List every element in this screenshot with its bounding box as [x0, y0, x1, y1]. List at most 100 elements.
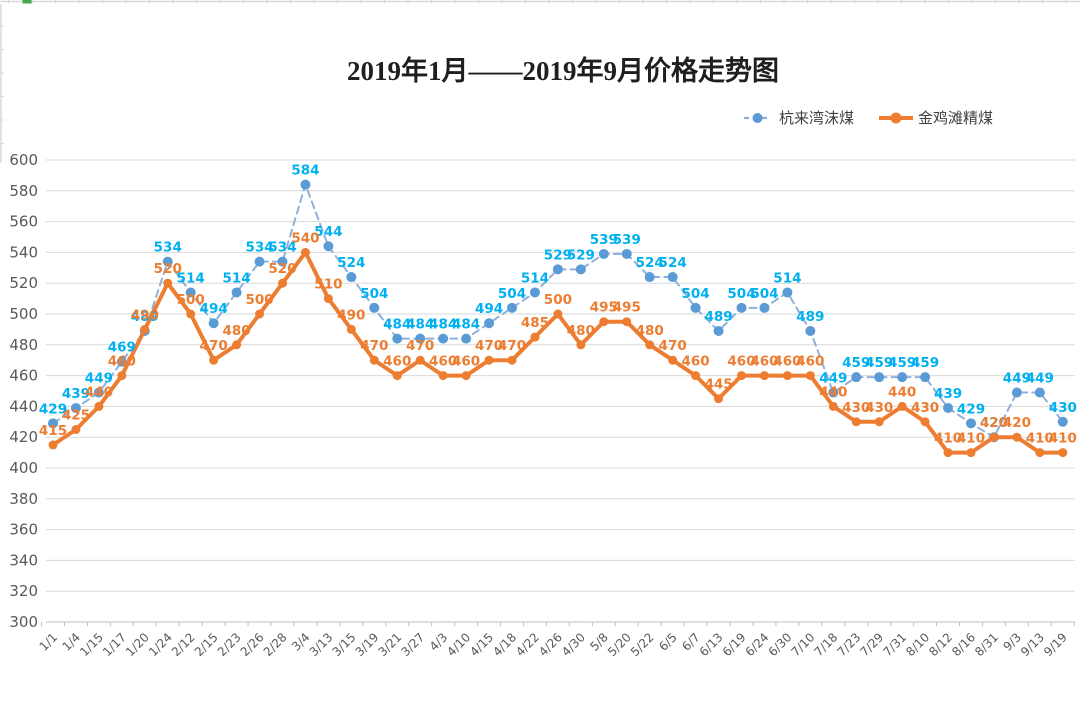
data-point-marker [851, 417, 861, 427]
x-axis-tick-label: 6/13 [697, 630, 726, 659]
data-point-label: 489 [131, 309, 159, 325]
data-point-label: 529 [567, 247, 595, 263]
x-axis-tick-label: 7/23 [834, 630, 863, 659]
data-point-label: 514 [177, 270, 205, 286]
data-point-label: 534 [245, 240, 273, 256]
data-point-label: 514 [223, 270, 251, 286]
data-point-marker [966, 448, 976, 458]
data-point-marker [369, 302, 380, 313]
data-point-marker [874, 372, 885, 383]
data-point-marker [714, 394, 724, 404]
data-point-marker [438, 371, 448, 381]
data-point-label: 470 [498, 338, 526, 354]
data-point-marker [966, 418, 976, 429]
data-point-label: 430 [911, 400, 939, 416]
data-point-marker [874, 417, 884, 427]
x-axis-tick-label: 3/19 [352, 630, 381, 659]
x-axis-tick-label: 6/24 [743, 630, 772, 659]
data-point-label: 430 [865, 400, 893, 416]
data-point-marker [70, 402, 81, 413]
y-axis-tick-label: 360 [9, 521, 38, 539]
data-point-label: 449 [819, 371, 847, 387]
x-axis-tick-label: 2/12 [169, 630, 198, 659]
data-point-label: 429 [957, 401, 985, 417]
data-point-label: 480 [636, 323, 664, 339]
data-point-marker [599, 317, 609, 327]
data-point-marker [277, 256, 288, 267]
x-axis-tick-label: 2/28 [261, 630, 290, 659]
x-axis-tick-label: 3/27 [398, 630, 427, 659]
data-point-marker [989, 432, 999, 442]
data-point-marker [231, 287, 242, 298]
data-point-label: 410 [934, 431, 962, 447]
data-point-label: 480 [567, 323, 595, 339]
data-point-label: 504 [750, 286, 778, 302]
data-point-label: 494 [475, 301, 503, 317]
legend-item-jinjitan[interactable]: 金鸡滩精煤 [879, 109, 993, 127]
x-axis-tick-label: 6/5 [656, 630, 680, 654]
legend: 杭来湾沫煤 金鸡滩精煤 [744, 109, 993, 127]
data-point-marker [255, 309, 265, 319]
data-point-label: 460 [773, 354, 801, 370]
data-point-marker [1058, 448, 1068, 458]
data-point-marker [140, 324, 150, 334]
data-point-label: 504 [498, 286, 526, 302]
y-axis-tick-label: 320 [9, 582, 38, 600]
data-point-marker [897, 372, 908, 383]
data-point-label: 425 [62, 408, 90, 424]
data-point-marker [278, 278, 287, 288]
data-point-label: 495 [613, 300, 641, 316]
x-axis-tick-label: 8/16 [949, 630, 978, 659]
data-point-label: 410 [1026, 431, 1054, 447]
data-point-marker [576, 340, 586, 350]
data-point-marker [71, 425, 81, 434]
data-point-marker [1034, 387, 1045, 398]
data-point-label: 480 [223, 323, 251, 339]
data-point-marker [920, 372, 931, 383]
data-point-label: 445 [704, 377, 732, 393]
data-point-marker [645, 340, 655, 350]
data-point-label: 504 [360, 286, 388, 302]
data-point-label: 449 [85, 371, 113, 387]
data-point-label: 524 [636, 255, 664, 271]
data-point-label: 504 [682, 286, 710, 302]
x-axis-tick-label: 9/13 [1018, 630, 1047, 659]
data-point-marker [484, 318, 495, 329]
data-point-marker [920, 417, 930, 427]
x-axis-tick-label: 5/22 [628, 630, 657, 659]
x-axis-tick-label: 3/13 [307, 630, 336, 659]
data-point-marker [897, 401, 907, 411]
data-point-label: 470 [360, 338, 388, 354]
data-point-marker [1057, 416, 1068, 427]
data-point-marker [805, 371, 815, 381]
x-axis-tick-label: 4/30 [559, 630, 588, 659]
data-point-marker [369, 355, 379, 365]
data-point-marker [943, 448, 953, 458]
data-point-label: 469 [108, 340, 136, 356]
x-axis-tick-label: 3/15 [330, 630, 359, 659]
data-point-label: 410 [957, 431, 985, 447]
data-point-marker [529, 287, 540, 298]
data-point-marker [484, 355, 494, 365]
data-point-label: 489 [796, 309, 824, 325]
y-axis-tick-label: 580 [9, 182, 38, 200]
data-point-marker [209, 355, 219, 365]
data-point-marker [232, 340, 242, 350]
x-axis-ticks [41, 622, 1075, 626]
x-axis-tick-label: 1/15 [77, 630, 106, 659]
data-point-label: 459 [888, 355, 916, 371]
y-axis-tick-label: 300 [9, 613, 38, 631]
data-point-marker [713, 325, 724, 336]
data-point-label: 470 [406, 338, 434, 354]
data-point-label: 440 [888, 384, 916, 400]
data-point-marker [415, 333, 426, 344]
data-point-label: 500 [177, 292, 205, 308]
data-point-marker [254, 256, 265, 267]
data-point-marker [323, 241, 334, 252]
legend-item-hanglaiwan[interactable]: 杭来湾沫煤 [744, 109, 854, 127]
data-point-marker [208, 318, 219, 329]
data-point-marker [93, 387, 104, 398]
data-point-marker [530, 332, 540, 342]
x-axis-tick-label: 2/26 [238, 630, 267, 659]
